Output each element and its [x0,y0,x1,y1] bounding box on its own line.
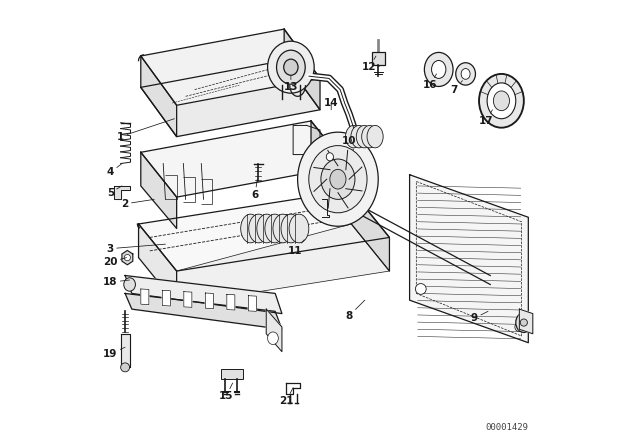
Text: 16: 16 [422,74,437,90]
Ellipse shape [268,332,278,345]
Text: 8: 8 [346,300,365,321]
Text: 18: 18 [103,277,130,287]
Polygon shape [141,60,320,137]
Polygon shape [141,152,177,228]
Ellipse shape [281,214,301,243]
Text: 10: 10 [342,136,356,150]
Text: 17: 17 [479,110,493,126]
Polygon shape [163,290,170,306]
Ellipse shape [351,125,367,148]
Polygon shape [205,293,213,309]
Polygon shape [114,186,130,199]
Text: 9: 9 [471,311,488,323]
Polygon shape [122,250,132,265]
Ellipse shape [273,214,292,243]
Text: 5: 5 [107,186,122,198]
Text: 15: 15 [219,383,233,401]
Ellipse shape [284,59,298,75]
Polygon shape [141,289,149,305]
Text: 20: 20 [103,257,127,267]
Text: 19: 19 [103,347,125,359]
Ellipse shape [461,69,470,79]
Polygon shape [311,121,347,199]
Ellipse shape [265,214,285,243]
Ellipse shape [456,63,476,85]
Ellipse shape [415,284,426,294]
Ellipse shape [308,146,367,213]
Polygon shape [177,224,389,305]
Polygon shape [520,309,533,334]
Bar [371,52,385,65]
Polygon shape [125,293,282,329]
Polygon shape [141,121,347,197]
Ellipse shape [424,52,453,86]
Polygon shape [141,56,177,137]
Polygon shape [351,190,389,271]
Polygon shape [125,276,282,314]
Ellipse shape [298,132,378,226]
Ellipse shape [268,41,314,93]
Ellipse shape [257,214,276,243]
Text: 1: 1 [117,119,174,142]
Text: 13: 13 [284,76,298,92]
Text: 3: 3 [107,244,165,254]
Ellipse shape [516,313,532,332]
Ellipse shape [321,159,355,199]
Ellipse shape [276,50,305,84]
Text: 21: 21 [279,388,294,406]
Ellipse shape [487,83,516,119]
Ellipse shape [431,60,446,78]
Text: 12: 12 [362,56,376,72]
Polygon shape [266,309,282,352]
Text: 00001429: 00001429 [485,423,529,432]
Ellipse shape [249,214,269,243]
Ellipse shape [362,125,378,148]
Polygon shape [184,292,192,307]
Ellipse shape [493,91,509,111]
Polygon shape [248,296,257,311]
Text: 6: 6 [252,179,259,200]
Ellipse shape [326,153,333,161]
Ellipse shape [479,74,524,128]
Polygon shape [139,190,389,271]
Text: 11: 11 [288,240,305,256]
Ellipse shape [121,363,130,372]
Ellipse shape [124,278,136,291]
Ellipse shape [520,319,527,326]
Polygon shape [121,334,130,367]
Text: 14: 14 [324,98,339,110]
Ellipse shape [346,125,362,148]
Ellipse shape [124,254,131,261]
Bar [221,369,243,379]
Ellipse shape [241,214,260,243]
Ellipse shape [367,125,383,148]
Ellipse shape [515,323,524,332]
Ellipse shape [289,214,309,243]
Polygon shape [141,29,320,105]
Polygon shape [410,175,529,343]
Polygon shape [227,294,235,310]
Ellipse shape [356,125,372,148]
Ellipse shape [330,169,346,189]
Text: 7: 7 [451,81,463,95]
Text: 2: 2 [122,199,154,209]
Polygon shape [139,224,177,305]
Polygon shape [284,29,320,110]
Text: 4: 4 [107,164,122,177]
